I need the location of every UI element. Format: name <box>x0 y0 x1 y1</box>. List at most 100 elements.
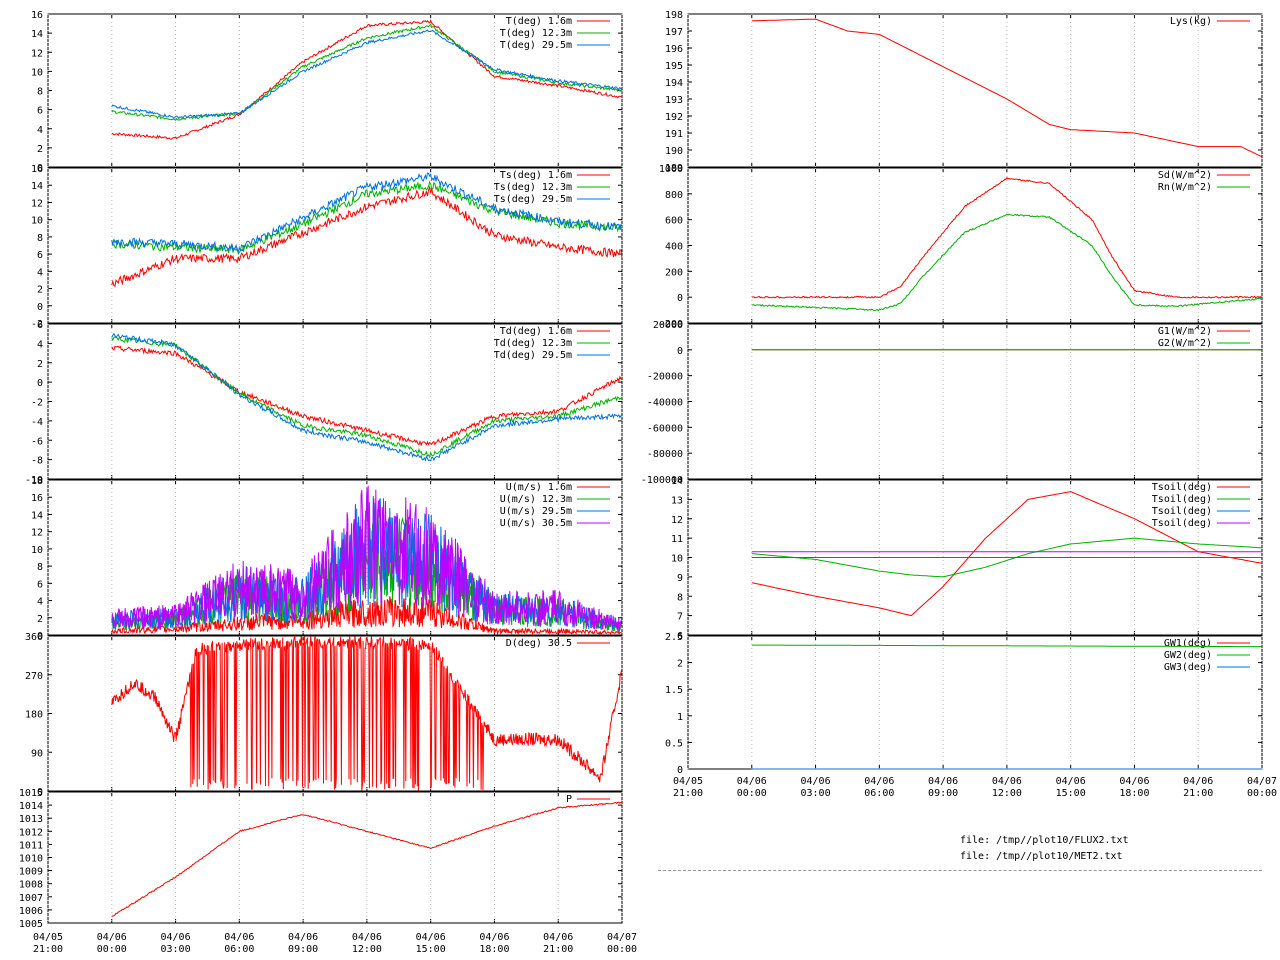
y-tick-label: -100000 <box>641 475 683 486</box>
legend-label: Rn(W/m^2) <box>1158 182 1212 193</box>
series-line <box>751 18 1263 158</box>
y-tick-label: 1000 <box>659 164 683 175</box>
series-line <box>751 213 1263 312</box>
series-line <box>111 336 623 459</box>
right-time-label-date: 04/06 <box>1119 776 1149 787</box>
series-line <box>111 29 623 120</box>
y-tick-label: 1009 <box>19 867 43 878</box>
right-time-label-date: 04/07 <box>1247 776 1277 787</box>
y-tick-label: 12 <box>31 48 43 59</box>
legend-label: Td(deg) 1.6m <box>500 326 572 337</box>
series-line <box>111 23 623 122</box>
legend-label: Tsoil(deg) <box>1152 518 1212 529</box>
legend-label: Tsoil(deg) <box>1152 482 1212 493</box>
legend-label: Ts(deg) 1.6m <box>500 170 572 181</box>
legend-label: Td(deg) 12.3m <box>494 338 572 349</box>
series-line <box>751 176 1263 299</box>
right-time-label-date: 04/06 <box>1056 776 1086 787</box>
series-line <box>111 596 622 636</box>
y-tick-label: -40000 <box>647 398 683 409</box>
y-tick-label: 10 <box>31 216 43 227</box>
y-tick-label: 195 <box>665 61 683 72</box>
y-tick-label: -60000 <box>647 423 683 434</box>
y-tick-label: 11 <box>671 534 683 545</box>
y-tick-label: 14 <box>31 181 43 192</box>
y-tick-label: 194 <box>665 78 683 89</box>
y-tick-label: -6 <box>31 436 43 447</box>
y-tick-label: 0 <box>37 378 43 389</box>
y-tick-label: 4 <box>37 125 43 136</box>
y-tick-label: 600 <box>665 216 683 227</box>
series-line <box>751 537 1263 578</box>
right-time-label-time: 18:00 <box>1119 788 1149 799</box>
panel-groundwater: 0 0.5 1 1.5 2 2.5 GW1(deg)GW2(deg)GW3(deg) <box>665 632 1263 776</box>
y-tick-label: 1.5 <box>665 685 683 696</box>
legend-label: Ts(deg) 12.3m <box>494 182 572 193</box>
series-line <box>111 345 623 447</box>
legend-label: Td(deg) 29.5m <box>494 350 572 361</box>
y-tick-label: 16 <box>31 493 43 504</box>
right-time-label-date: 04/06 <box>801 776 831 787</box>
y-tick-label: 8 <box>37 233 43 244</box>
y-tick-label: 12 <box>31 528 43 539</box>
y-tick-label: 193 <box>665 95 683 106</box>
legend-label: T(deg) 29.5m <box>500 40 572 51</box>
panel-ground-flux: -100000 -80000 -60000 -40000 -20000 0 20000 G1(… <box>641 320 1263 486</box>
y-tick-label: 400 <box>665 242 683 253</box>
left-time-label-date: 04/07 <box>607 932 637 943</box>
right-time-label-time: 15:00 <box>1056 788 1086 799</box>
y-tick-label: 1005 <box>19 919 43 930</box>
left-time-label-date: 04/06 <box>161 932 191 943</box>
left-time-label-date: 04/06 <box>479 932 509 943</box>
right-time-label-date: 04/05 <box>673 776 703 787</box>
y-tick-label: 1006 <box>19 906 43 917</box>
y-tick-label: 13 <box>671 495 683 506</box>
series-line <box>111 634 622 791</box>
y-tick-label: 20000 <box>653 320 683 331</box>
y-tick-label: 1 <box>677 712 683 723</box>
series-line <box>111 801 623 918</box>
legend-label: T(deg) 12.3m <box>500 28 572 39</box>
y-tick-label: 16 <box>31 164 43 175</box>
y-tick-label: 0 <box>37 787 43 798</box>
y-tick-label: 16 <box>31 10 43 21</box>
legend-label: G2(W/m^2) <box>1158 338 1212 349</box>
legend-label: Sd(W/m^2) <box>1158 170 1212 181</box>
y-tick-label: 197 <box>665 27 683 38</box>
y-tick-label: 2 <box>37 285 43 296</box>
y-tick-label: -4 <box>31 417 43 428</box>
y-tick-label: 7 <box>677 612 683 623</box>
left-time-label-time: 15:00 <box>416 944 446 955</box>
y-tick-label: 2 <box>37 614 43 625</box>
right-time-label-time: 00:00 <box>1247 788 1277 799</box>
y-tick-label: 10 <box>31 545 43 556</box>
left-time-label-time: 03:00 <box>161 944 191 955</box>
y-tick-label: 0 <box>37 631 43 642</box>
y-tick-label: 0 <box>677 765 683 776</box>
right-time-label-time: 06:00 <box>864 788 894 799</box>
series-line <box>111 19 623 140</box>
left-time-label-time: 00:00 <box>97 944 127 955</box>
right-time-label-date: 04/06 <box>992 776 1022 787</box>
right-time-label-time: 09:00 <box>928 788 958 799</box>
y-tick-label: 2 <box>37 359 43 370</box>
legend-label: G1(W/m^2) <box>1158 326 1212 337</box>
legend-label: D(deg) 30.5 <box>506 638 572 649</box>
y-tick-label: 1013 <box>19 814 43 825</box>
y-tick-label: 1012 <box>19 827 43 838</box>
legend-label: U(m/s) 12.3m <box>500 494 572 505</box>
y-tick-label: 8 <box>37 562 43 573</box>
y-tick-label: 191 <box>665 129 683 140</box>
y-tick-label: 270 <box>25 671 43 682</box>
y-tick-label: 192 <box>665 112 683 123</box>
y-tick-label: 6 <box>37 106 43 117</box>
y-tick-label: 0 <box>37 163 43 174</box>
left-time-label-date: 04/06 <box>416 932 446 943</box>
left-time-label-date: 04/06 <box>97 932 127 943</box>
y-tick-label: 196 <box>665 44 683 55</box>
y-tick-label: 198 <box>665 10 683 21</box>
series-line <box>111 332 623 462</box>
y-tick-label: 90 <box>31 748 43 759</box>
right-time-label-time: 03:00 <box>801 788 831 799</box>
